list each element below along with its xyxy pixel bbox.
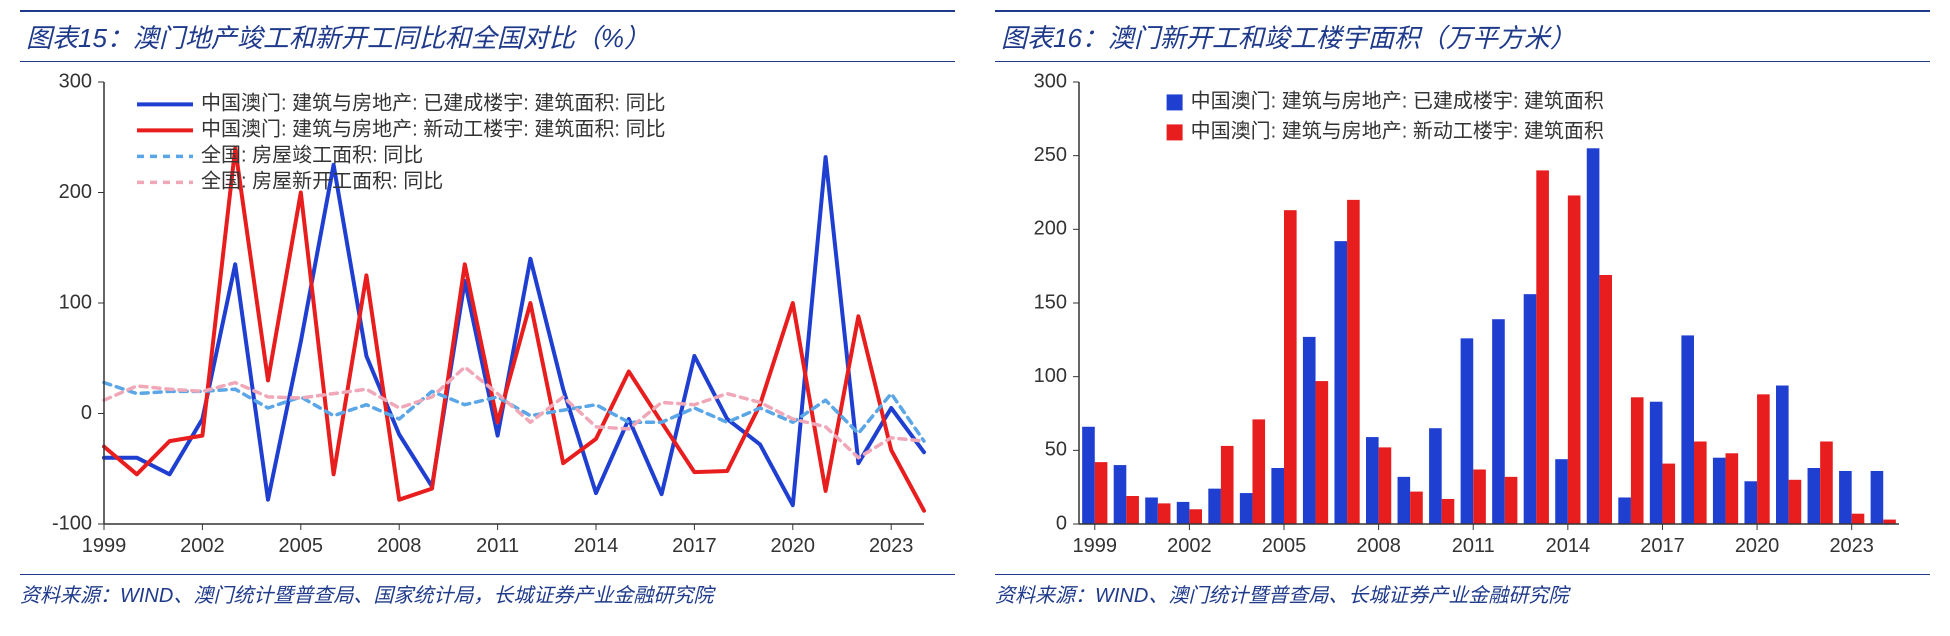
svg-text:2005: 2005 bbox=[279, 535, 324, 557]
svg-text:全国: 房屋竣工面积: 同比: 全国: 房屋竣工面积: 同比 bbox=[201, 144, 423, 167]
chart-title-bar: 图表15：澳门地产竣工和新开工同比和全国对比（%） bbox=[20, 10, 955, 62]
svg-text:300: 300 bbox=[1034, 70, 1067, 92]
chart-area-right: 0 50 100 150 200 250 300 1999 2002 2005 2008 2011 20… bbox=[995, 62, 1930, 572]
chart-title-bar: 图表16：澳门新开工和竣工楼宇面积（万平方米） bbox=[995, 10, 1930, 62]
svg-text:全国: 房屋新开工面积: 同比: 全国: 房屋新开工面积: 同比 bbox=[201, 170, 443, 193]
svg-text:50: 50 bbox=[1045, 439, 1067, 461]
source-text: 资料来源：WIND、澳门统计暨普查局、国家统计局，长城证券产业金融研究院 bbox=[20, 585, 713, 607]
right-panel: 图表16：澳门新开工和竣工楼宇面积（万平方米） 0 50 100 150 200 250 3… bbox=[995, 10, 1930, 608]
chart-title: 图表15：澳门地产竣工和新开工同比和全国对比（%） bbox=[26, 23, 650, 53]
svg-text:中国澳门: 建筑与房地产: 新动工楼宇: 建筑面积: 同比: 中国澳门: 建筑与房地产: 新动工楼宇: 建筑面积: 同比 bbox=[201, 118, 665, 141]
svg-text:100: 100 bbox=[1034, 365, 1067, 387]
svg-text:0: 0 bbox=[81, 402, 92, 424]
svg-text:2023: 2023 bbox=[1829, 535, 1874, 557]
svg-text:1999: 1999 bbox=[82, 535, 127, 557]
source-text: 资料来源：WIND、澳门统计暨普查局、长城证券产业金融研究院 bbox=[995, 585, 1568, 607]
svg-text:中国澳门: 建筑与房地产: 已建成楼宇: 建筑面积: 同比: 中国澳门: 建筑与房地产: 已建成楼宇: 建筑面积: 同比 bbox=[201, 92, 665, 115]
svg-text:300: 300 bbox=[59, 70, 92, 92]
svg-text:2023: 2023 bbox=[869, 535, 914, 557]
source-bar: 资料来源：WIND、澳门统计暨普查局、长城证券产业金融研究院 bbox=[995, 574, 1930, 608]
svg-text:2008: 2008 bbox=[1356, 535, 1401, 557]
svg-text:2017: 2017 bbox=[672, 535, 717, 557]
svg-text:2014: 2014 bbox=[1546, 535, 1591, 557]
svg-text:2002: 2002 bbox=[1167, 535, 1212, 557]
svg-text:200: 200 bbox=[59, 181, 92, 203]
svg-text:-100: -100 bbox=[52, 512, 92, 534]
left-panel: 图表15：澳门地产竣工和新开工同比和全国对比（%） -100 0 100 200 300… bbox=[20, 10, 955, 608]
svg-text:2020: 2020 bbox=[1735, 535, 1780, 557]
svg-text:2005: 2005 bbox=[1262, 535, 1307, 557]
svg-text:0: 0 bbox=[1056, 512, 1067, 534]
chart-area-left: -100 0 100 200 300 1999 2002 2005 2008 2011 2014 20… bbox=[20, 62, 955, 572]
svg-text:2017: 2017 bbox=[1640, 535, 1685, 557]
svg-text:2008: 2008 bbox=[377, 535, 422, 557]
svg-text:中国澳门: 建筑与房地产: 新动工楼宇: 建筑面积: 中国澳门: 建筑与房地产: 新动工楼宇: 建筑面积 bbox=[1191, 120, 1604, 143]
svg-text:2011: 2011 bbox=[1452, 535, 1495, 557]
svg-text:150: 150 bbox=[1034, 291, 1067, 313]
svg-text:2002: 2002 bbox=[180, 535, 225, 557]
svg-text:250: 250 bbox=[1034, 144, 1067, 166]
svg-text:2011: 2011 bbox=[476, 535, 519, 557]
svg-text:中国澳门: 建筑与房地产: 已建成楼宇: 建筑面积: 中国澳门: 建筑与房地产: 已建成楼宇: 建筑面积 bbox=[1191, 90, 1604, 113]
svg-text:1999: 1999 bbox=[1073, 535, 1118, 557]
svg-text:100: 100 bbox=[59, 291, 92, 313]
svg-text:200: 200 bbox=[1034, 218, 1067, 240]
svg-text:2020: 2020 bbox=[771, 535, 816, 557]
chart-title: 图表16：澳门新开工和竣工楼宇面积（万平方米） bbox=[1001, 23, 1576, 53]
source-bar: 资料来源：WIND、澳门统计暨普查局、国家统计局，长城证券产业金融研究院 bbox=[20, 574, 955, 608]
svg-text:2014: 2014 bbox=[574, 535, 619, 557]
